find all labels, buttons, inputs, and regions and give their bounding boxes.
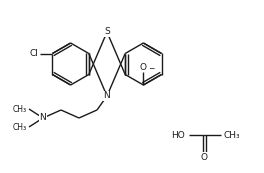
Text: N: N (40, 113, 46, 122)
Text: Cl: Cl (29, 49, 38, 58)
Text: O: O (140, 62, 147, 71)
Text: HO: HO (171, 130, 185, 139)
Text: CH₃: CH₃ (223, 130, 240, 139)
Text: N: N (104, 92, 110, 101)
Text: O: O (200, 153, 208, 162)
Text: −: − (148, 64, 155, 73)
Text: S: S (104, 28, 110, 37)
Text: CH₃: CH₃ (13, 104, 27, 113)
Text: CH₃: CH₃ (13, 122, 27, 131)
